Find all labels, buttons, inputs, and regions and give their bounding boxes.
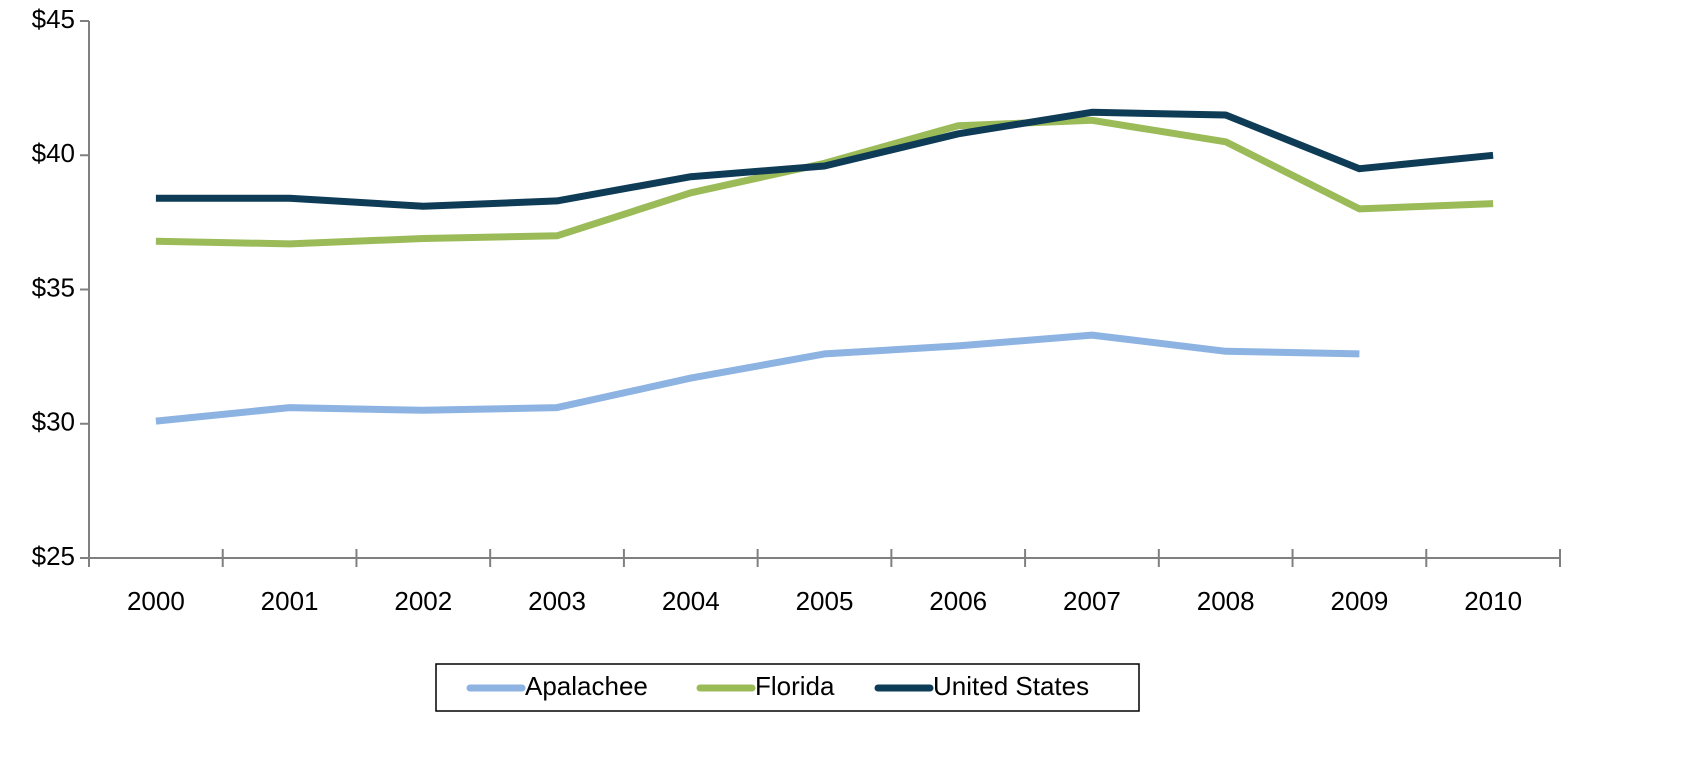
legend-box <box>435 663 1140 712</box>
legend-label: United States <box>933 671 1089 701</box>
x-tick-label: 2007 <box>1063 586 1121 616</box>
y-tick-label: $40 <box>32 138 75 168</box>
y-tick-label: $30 <box>32 407 75 437</box>
x-tick-label: 2002 <box>394 586 452 616</box>
legend-label: Florida <box>755 671 835 701</box>
x-tick-label: 2003 <box>528 586 586 616</box>
x-tick-label: 2001 <box>261 586 319 616</box>
x-tick-label: 2008 <box>1197 586 1255 616</box>
x-tick-label: 2005 <box>796 586 854 616</box>
x-tick-label: 2004 <box>662 586 720 616</box>
x-tick-label: 2009 <box>1330 586 1388 616</box>
x-tick-label: 2000 <box>127 586 185 616</box>
series-line <box>155 108 1494 210</box>
y-tick-label: $45 <box>32 4 75 34</box>
x-tick-label: 2006 <box>929 586 987 616</box>
legend-label: Apalachee <box>525 671 648 701</box>
series-line <box>155 331 1360 425</box>
y-tick-label: $35 <box>32 272 75 302</box>
y-tick-label: $25 <box>32 541 75 571</box>
x-tick-label: 2010 <box>1464 586 1522 616</box>
